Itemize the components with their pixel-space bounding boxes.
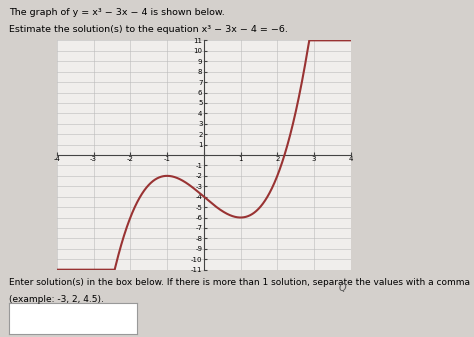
Text: Estimate the solution(s) to the equation x³ − 3x − 4 = −6.: Estimate the solution(s) to the equation… bbox=[9, 25, 288, 34]
Text: Q: Q bbox=[338, 283, 346, 293]
Text: Enter solution(s) in the box below. If there is more than 1 solution, separate t: Enter solution(s) in the box below. If t… bbox=[9, 278, 471, 287]
Text: (example: -3, 2, 4.5).: (example: -3, 2, 4.5). bbox=[9, 295, 104, 304]
Text: The graph of y = x³ − 3x − 4 is shown below.: The graph of y = x³ − 3x − 4 is shown be… bbox=[9, 8, 225, 18]
